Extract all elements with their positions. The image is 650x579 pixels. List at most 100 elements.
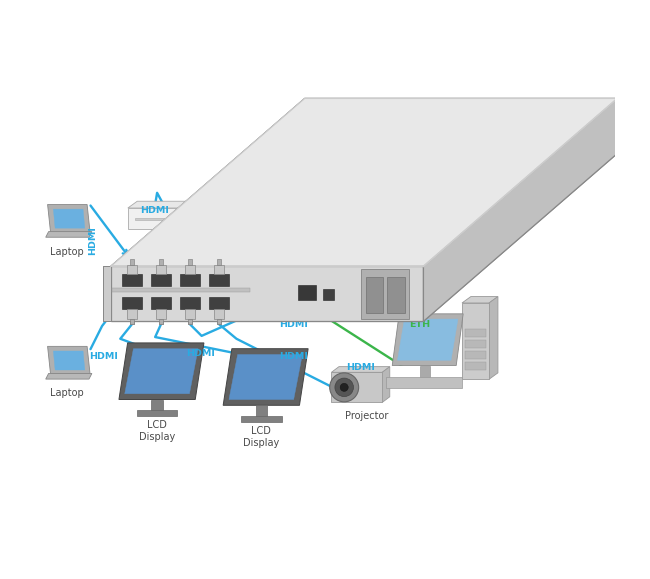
Polygon shape <box>332 367 390 372</box>
Text: HDMI: HDMI <box>346 363 375 372</box>
Bar <box>129 318 134 324</box>
Bar <box>209 297 229 309</box>
Bar <box>339 290 347 301</box>
Bar <box>214 309 224 318</box>
Text: HDMI: HDMI <box>88 226 97 255</box>
Bar <box>217 259 222 265</box>
Text: HDMI: HDMI <box>140 206 168 215</box>
Bar <box>185 265 194 274</box>
Circle shape <box>261 287 264 290</box>
Bar <box>122 274 142 286</box>
Bar <box>226 219 279 240</box>
Bar <box>387 377 462 387</box>
Bar <box>151 274 171 286</box>
Polygon shape <box>103 266 111 321</box>
Polygon shape <box>103 266 111 321</box>
Bar <box>180 297 200 309</box>
Bar <box>214 265 224 274</box>
Polygon shape <box>388 251 396 287</box>
Bar <box>180 274 200 286</box>
Bar <box>129 318 134 324</box>
Circle shape <box>256 287 259 290</box>
Text: HDMI: HDMI <box>186 349 215 358</box>
Bar <box>214 309 224 318</box>
Polygon shape <box>111 98 618 266</box>
Bar <box>365 277 383 313</box>
Bar <box>298 285 315 301</box>
Polygon shape <box>128 201 190 208</box>
Bar <box>332 372 382 402</box>
Text: HDMI: HDMI <box>279 351 307 361</box>
Bar <box>151 400 163 412</box>
Bar <box>217 318 222 324</box>
Polygon shape <box>279 213 289 240</box>
Circle shape <box>252 287 255 290</box>
Polygon shape <box>462 296 498 303</box>
Bar <box>188 318 192 324</box>
Bar <box>159 318 163 324</box>
Polygon shape <box>223 349 308 405</box>
Polygon shape <box>489 296 498 379</box>
Polygon shape <box>53 209 84 228</box>
Bar <box>112 288 250 292</box>
Bar <box>387 277 405 313</box>
Polygon shape <box>111 266 423 321</box>
Bar <box>156 265 166 274</box>
Polygon shape <box>226 213 289 219</box>
Polygon shape <box>47 204 90 232</box>
Bar <box>217 318 222 324</box>
Text: Blu-ray
Disk Player: Blu-ray Disk Player <box>230 250 285 271</box>
Bar <box>233 229 272 232</box>
Polygon shape <box>46 373 92 379</box>
Text: LCD
Display: LCD Display <box>139 420 176 442</box>
Polygon shape <box>181 201 190 229</box>
Bar <box>188 259 192 265</box>
Bar <box>129 259 134 265</box>
Bar <box>462 303 489 379</box>
Polygon shape <box>111 98 618 266</box>
Bar <box>209 274 229 286</box>
Text: Laptop: Laptop <box>51 389 84 398</box>
Bar <box>159 318 163 324</box>
Bar <box>241 416 281 422</box>
Bar <box>387 277 405 313</box>
Bar <box>151 297 171 309</box>
Bar <box>127 309 136 318</box>
Bar <box>156 309 166 318</box>
Polygon shape <box>397 319 458 360</box>
Bar <box>324 290 334 301</box>
Bar <box>112 288 250 292</box>
Bar <box>135 218 174 220</box>
Text: HDMI: HDMI <box>90 351 118 361</box>
Text: ETH: ETH <box>409 320 430 329</box>
Bar <box>159 259 163 265</box>
Bar <box>129 259 134 265</box>
Polygon shape <box>337 251 396 256</box>
Bar <box>127 265 136 274</box>
Bar <box>156 309 166 318</box>
Polygon shape <box>47 346 90 373</box>
Circle shape <box>330 373 359 402</box>
Text: HDMI: HDMI <box>238 221 267 230</box>
Polygon shape <box>229 354 302 400</box>
Bar <box>188 259 192 265</box>
Bar <box>465 362 486 370</box>
Circle shape <box>335 378 354 397</box>
Polygon shape <box>423 98 618 321</box>
Circle shape <box>340 383 348 391</box>
Bar <box>337 256 388 287</box>
Bar <box>420 365 430 378</box>
Bar <box>151 274 171 286</box>
Text: HDMI: HDMI <box>348 269 377 278</box>
Bar <box>217 259 222 265</box>
Bar <box>185 309 194 318</box>
Text: LCD
Display: LCD Display <box>243 426 280 448</box>
Text: Laptop: Laptop <box>51 247 84 256</box>
Polygon shape <box>423 98 618 321</box>
Polygon shape <box>119 343 204 400</box>
Circle shape <box>335 257 365 286</box>
Bar <box>465 351 486 359</box>
Bar <box>209 297 229 309</box>
Text: Projector: Projector <box>350 295 394 305</box>
Polygon shape <box>382 367 390 402</box>
